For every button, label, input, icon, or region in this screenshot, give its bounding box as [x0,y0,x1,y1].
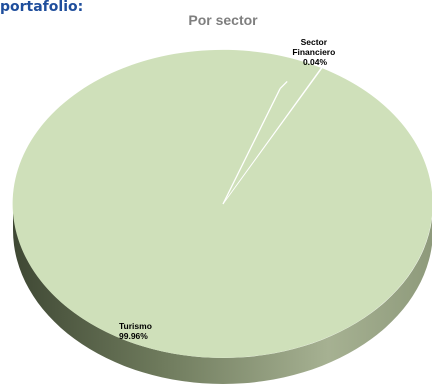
data-label-sector-financiero-value: 0.04% [303,57,328,67]
data-label-sector-financiero-line1: Sector [301,37,328,47]
data-label-sector-financiero-line2: Financiero [292,47,335,57]
data-label-turismo-name: Turismo [119,321,152,331]
chart-title: Por sector [188,12,258,28]
pie-slice-turismo [13,50,432,358]
data-label-turismo-value: 99.96% [119,331,148,341]
